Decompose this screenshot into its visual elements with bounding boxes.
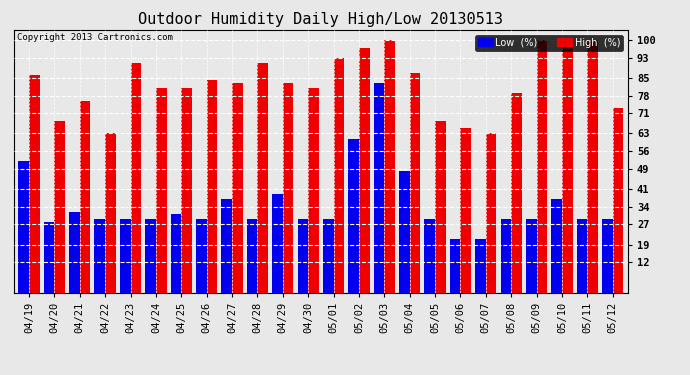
Bar [450, 240, 460, 292]
Bar [399, 171, 410, 292]
Text: Copyright 2013 Cartronics.com: Copyright 2013 Cartronics.com [17, 33, 172, 42]
Bar [373, 83, 384, 292]
Bar [587, 40, 598, 292]
Bar [196, 219, 207, 292]
Bar [562, 40, 573, 292]
Bar [537, 40, 547, 292]
Bar [323, 219, 333, 292]
Bar [156, 88, 166, 292]
Bar [257, 63, 268, 292]
Bar [170, 214, 181, 292]
Bar [221, 199, 232, 292]
Bar [577, 219, 587, 292]
Bar [283, 83, 293, 292]
Bar [181, 88, 192, 292]
Bar [308, 88, 319, 292]
Legend: Low  (%), High  (%): Low (%), High (%) [475, 35, 623, 51]
Bar [460, 128, 471, 292]
Bar [232, 83, 243, 292]
Bar [272, 194, 283, 292]
Bar [247, 219, 257, 292]
Bar [424, 219, 435, 292]
Bar [297, 219, 308, 292]
Title: Outdoor Humidity Daily High/Low 20130513: Outdoor Humidity Daily High/Low 20130513 [139, 12, 503, 27]
Bar [410, 73, 420, 292]
Bar [551, 199, 562, 292]
Bar [613, 108, 623, 292]
Bar [29, 75, 40, 292]
Bar [130, 63, 141, 292]
Bar [146, 219, 156, 292]
Bar [120, 219, 130, 292]
Bar [511, 93, 522, 292]
Bar [105, 134, 116, 292]
Bar [55, 121, 65, 292]
Bar [475, 240, 486, 292]
Bar [602, 219, 613, 292]
Bar [19, 161, 29, 292]
Bar [207, 81, 217, 292]
Bar [43, 222, 55, 292]
Bar [486, 134, 496, 292]
Bar [359, 48, 370, 292]
Bar [69, 212, 80, 292]
Bar [333, 58, 344, 292]
Bar [384, 40, 395, 292]
Bar [348, 138, 359, 292]
Bar [500, 219, 511, 292]
Bar [95, 219, 105, 292]
Bar [526, 219, 537, 292]
Bar [435, 121, 446, 292]
Bar [80, 100, 90, 292]
